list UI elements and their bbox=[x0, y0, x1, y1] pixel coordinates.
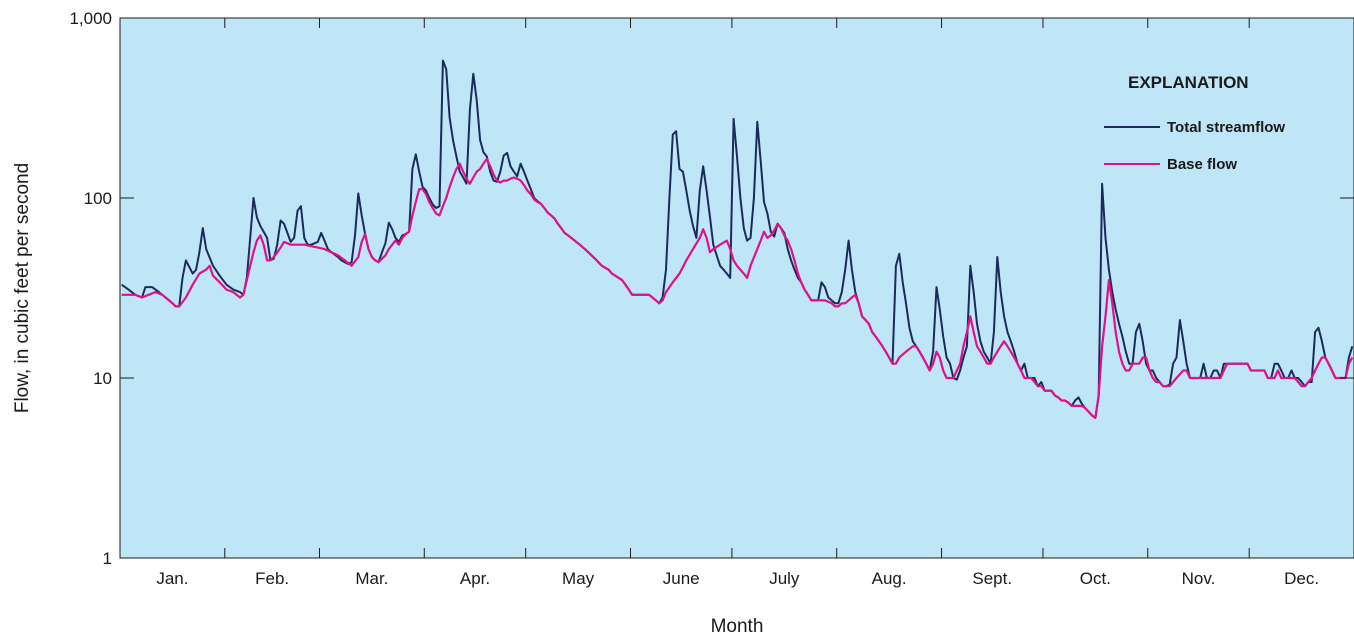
series-lines bbox=[121, 59, 1354, 419]
y-tick-label: 1 bbox=[103, 549, 112, 568]
y-tick-label: 10 bbox=[93, 369, 112, 388]
x-tick-label: Jan. bbox=[156, 569, 188, 588]
plot-area bbox=[120, 18, 1354, 558]
plot-frame bbox=[119, 17, 1354, 559]
x-tick-label: Oct. bbox=[1080, 569, 1111, 588]
x-tick-label: Aug. bbox=[872, 569, 907, 588]
x-tick-label: Dec. bbox=[1284, 569, 1319, 588]
legend: EXPLANATION Total streamflow Base flow bbox=[1104, 73, 1285, 173]
axes: 1 10 100 1,000 Jan. Feb. Mar. Apr. May June July Au… bbox=[69, 9, 1354, 588]
y-tick-label: 1,000 bbox=[69, 9, 112, 28]
x-tick-label: Mar. bbox=[355, 569, 388, 588]
legend-label-base-flow: Base flow bbox=[1167, 156, 1237, 173]
x-tick-label: June bbox=[663, 569, 700, 588]
y-axis-title: Flow, in cubic feet per second bbox=[12, 163, 33, 413]
x-tick-label: Sept. bbox=[972, 569, 1012, 588]
x-tick-label: Apr. bbox=[460, 569, 490, 588]
legend-title: EXPLANATION bbox=[1128, 73, 1249, 92]
x-axis-title: Month bbox=[711, 616, 764, 637]
y-tick-label: 100 bbox=[84, 189, 112, 208]
legend-label-total-streamflow: Total streamflow bbox=[1167, 119, 1285, 136]
x-tick-label: Feb. bbox=[255, 569, 289, 588]
x-tick-label: Nov. bbox=[1182, 569, 1216, 588]
series-line-base-flow bbox=[121, 157, 1354, 419]
x-tick-label: July bbox=[769, 569, 800, 588]
x-tick-label: May bbox=[562, 569, 595, 588]
